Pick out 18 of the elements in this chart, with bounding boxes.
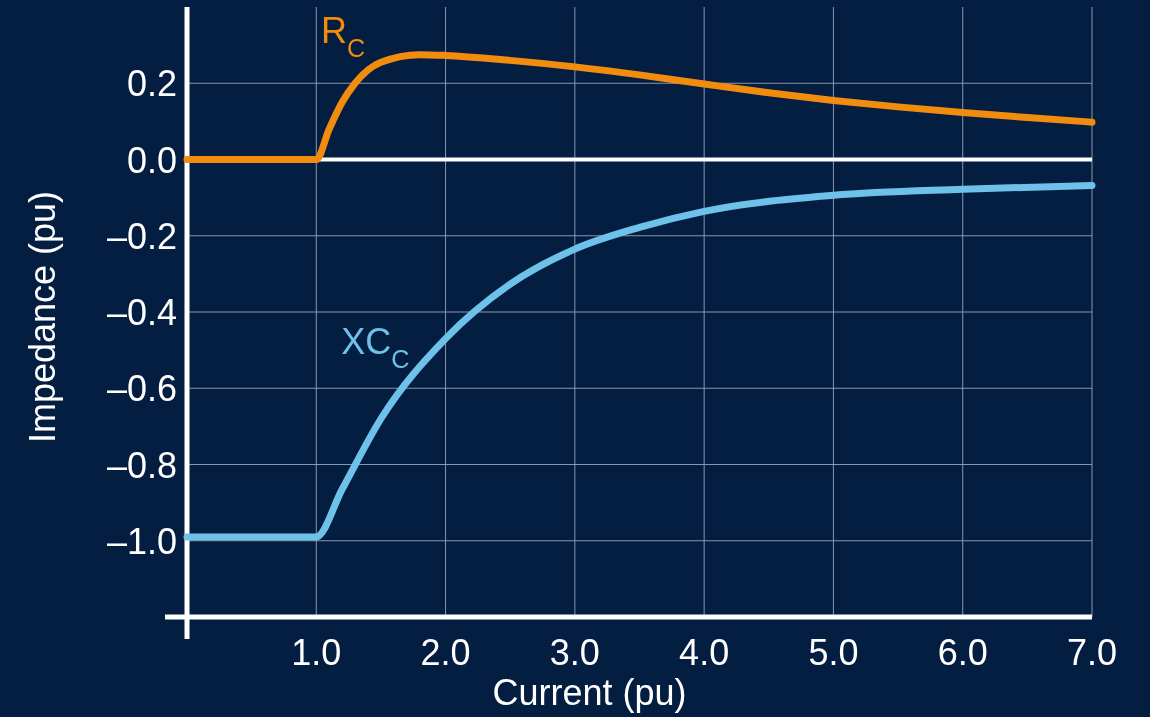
x-tick-label: 3.0 bbox=[549, 632, 600, 673]
y-tick-label: –0.2 bbox=[106, 215, 177, 257]
y-tick-label: 0.2 bbox=[126, 63, 177, 105]
series-label: XC$_{C}$ bbox=[341, 320, 410, 373]
x-tick-label: 5.0 bbox=[808, 632, 859, 673]
x-tick-label: 7.0 bbox=[1066, 632, 1118, 673]
y-tick-label: –0.6 bbox=[106, 368, 177, 410]
y-tick-label: –0.8 bbox=[106, 444, 177, 486]
x-tick-label: 2.0 bbox=[420, 632, 471, 673]
y-tick-label: –1.0 bbox=[106, 520, 177, 562]
y-axis-title: Impedance (pu) bbox=[22, 190, 63, 444]
x-tick-label: 4.0 bbox=[679, 632, 730, 673]
series-label: R$_{C}$ bbox=[320, 10, 366, 63]
x-tick-label: 1.0 bbox=[291, 632, 342, 673]
x-axis-title: Current (pu) bbox=[492, 672, 687, 713]
y-tick-label: 0.0 bbox=[126, 139, 177, 181]
x-tick-label: 6.0 bbox=[937, 632, 988, 673]
y-tick-label: –0.4 bbox=[106, 292, 177, 333]
